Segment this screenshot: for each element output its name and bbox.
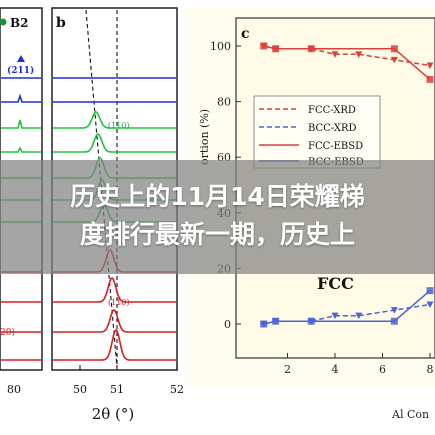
- panel-c-x-tick-label: 4: [332, 363, 339, 376]
- series-point-fcc-ebsd: [390, 45, 398, 53]
- series-point-bcc-ebsd: [390, 317, 398, 325]
- panel-b-peak-label-blue: (110): [108, 121, 130, 130]
- series-point-bcc-ebsd: [426, 287, 434, 295]
- panel-c-x-axis-label: Al Con: [391, 408, 429, 421]
- panel-c-region-label: FCC: [317, 274, 354, 293]
- panel-c-x-tick-label: 8: [427, 363, 434, 376]
- panel-b-letter: b: [56, 15, 66, 31]
- panel-c-y-tick-label: 100: [210, 40, 231, 53]
- panel-b-pattern-curve: [53, 309, 176, 333]
- series-point-fcc-xrd: [331, 51, 339, 58]
- legend-bcc-xrd-label: BCC-XRD: [308, 123, 357, 134]
- panel-a-peak-marker: [17, 55, 25, 62]
- series-point-fcc-xrd: [260, 43, 268, 50]
- panel-b-x-axis-label: 2θ (°): [92, 405, 135, 423]
- panel-a-pattern-curve: [1, 146, 41, 153]
- panel-a-pattern-curve: [1, 93, 41, 103]
- panel-b-x-tick-label: 50: [73, 383, 87, 396]
- panel-c-series: [260, 42, 434, 328]
- headline-banner: [0, 160, 435, 274]
- series-point-fcc-ebsd: [426, 75, 434, 83]
- panel-c-y-tick-label: 80: [217, 96, 231, 109]
- panel-c-x-axis: 2 4 6 8: [284, 353, 434, 376]
- legend-fcc-ebsd-label: FCC-EBSD: [308, 141, 363, 152]
- panel-a-peak-label: (211): [7, 65, 34, 76]
- series-point-fcc-xrd: [307, 45, 315, 53]
- panel-a-legend-label: B2: [10, 16, 29, 30]
- panel-b-pattern-curve: [53, 276, 176, 303]
- legend-fcc-xrd-label: FCC-XRD: [308, 105, 356, 116]
- panel-c-letter: c: [241, 26, 250, 42]
- headline-text: 历史上的11月14日荣耀梯 度排行最新一期，历史上: [0, 178, 435, 254]
- panel-c-y-tick-label: 0: [224, 318, 231, 331]
- panel-c-legend: FCC-XRD BCC-XRD FCC-EBSD BCC-EBSD: [253, 95, 381, 169]
- series-point-bcc-xrd: [390, 307, 398, 314]
- series-point-bcc-ebsd: [260, 320, 268, 328]
- series-point-bcc-ebsd: [272, 317, 280, 325]
- panel-c-x-tick-label: 2: [284, 363, 291, 376]
- series-point-fcc-xrd: [390, 56, 398, 64]
- panel-b-x-tick-label: 52: [170, 383, 184, 396]
- panel-b-pattern-curve: [53, 111, 176, 129]
- panel-a-x-tick-label: 80: [7, 383, 21, 396]
- panel-b-peak-label-red: (110): [108, 298, 130, 307]
- panel-b-shift-guide: [85, 9, 118, 369]
- panel-c-x-tick-label: 6: [379, 363, 386, 376]
- headline-line-2: 度排行最新一期，历史上: [79, 220, 355, 249]
- series-point-bcc-ebsd: [307, 317, 315, 325]
- headline-line-1: 历史上的11月14日荣耀梯: [70, 182, 365, 211]
- panel-c-y-axis-label: ortion (%): [198, 109, 211, 165]
- series-point-bcc-xrd: [355, 312, 363, 320]
- panel-b-pattern-curve: [53, 133, 176, 153]
- panel-a-legend-marker: [0, 18, 7, 26]
- panel-a-pattern-curve: [1, 119, 41, 129]
- series-point-bcc-xrd: [426, 301, 434, 309]
- series-point-fcc-xrd: [426, 62, 434, 69]
- series-point-bcc-xrd: [331, 312, 339, 320]
- series-point-fcc-xrd: [355, 51, 363, 58]
- panel-b-x-tick-label: 51: [110, 383, 124, 396]
- panel-b-pattern-curve: [53, 328, 176, 361]
- series-point-fcc-xrd: [272, 45, 280, 53]
